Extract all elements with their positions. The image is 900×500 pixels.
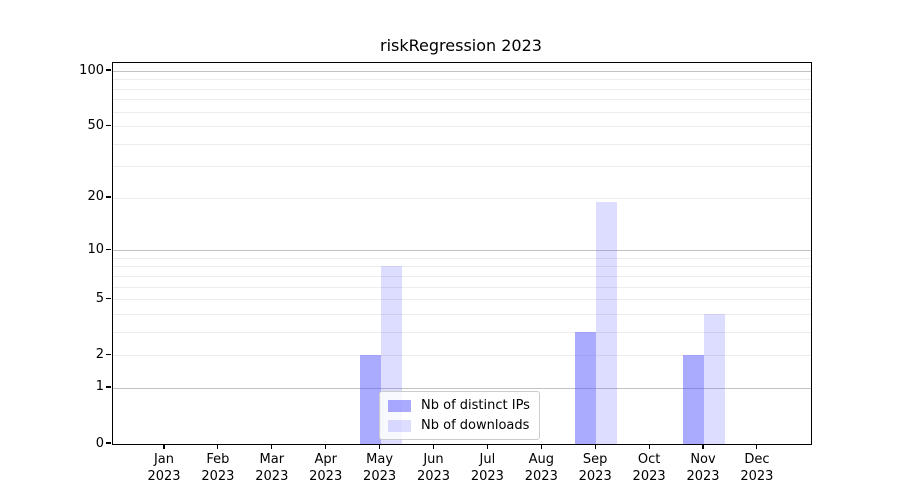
legend-swatch-downloads	[388, 419, 411, 432]
minor-gridline	[113, 126, 811, 128]
y-tick-mark	[106, 353, 111, 355]
x-tick-mark	[325, 444, 327, 449]
x-tick-mark	[163, 444, 165, 449]
y-tick-label: 0	[95, 435, 104, 451]
y-tick-mark	[106, 69, 111, 71]
minor-gridline	[113, 331, 811, 333]
x-tick-mark	[756, 444, 758, 449]
minor-gridline	[113, 88, 811, 90]
minor-gridline	[113, 355, 811, 357]
minor-gridline	[113, 79, 811, 81]
x-tick-mark	[379, 444, 381, 449]
x-tick-mark	[217, 444, 219, 449]
bar-nb-of-distinct-ips-nov-2023	[683, 355, 704, 444]
x-tick-mark	[594, 444, 596, 449]
x-tick-mark	[432, 444, 435, 449]
major-gridline	[113, 250, 811, 252]
y-tick-label: 1	[95, 379, 104, 395]
minor-gridline	[113, 299, 811, 301]
x-tick-label-nov: Nov 2023	[686, 452, 720, 484]
minor-gridline	[113, 197, 811, 199]
legend-label-distinct-ips: Nb of distinct IPs	[421, 398, 530, 413]
x-tick-label-dec: Dec 2023	[740, 452, 774, 484]
minor-gridline	[113, 143, 811, 145]
legend-swatch-distinct-ips	[388, 399, 411, 412]
major-gridline	[113, 387, 811, 389]
y-tick-mark	[106, 442, 111, 444]
chart-title: riskRegression 2023	[380, 36, 542, 55]
x-tick-label-apr: Apr 2023	[309, 452, 343, 484]
y-tick-label: 5	[95, 290, 104, 306]
minor-gridline	[113, 99, 811, 101]
minor-gridline	[113, 313, 811, 315]
plot-area	[112, 62, 812, 445]
y-tick-label: 2	[95, 346, 104, 362]
y-tick-mark	[106, 248, 111, 250]
major-gridline	[113, 71, 811, 72]
x-tick-label-aug: Aug 2023	[524, 452, 558, 484]
minor-gridline	[113, 275, 811, 277]
y-tick-label: 20	[87, 189, 104, 205]
y-tick-label: 50	[87, 117, 104, 133]
legend-label-downloads: Nb of downloads	[421, 418, 530, 433]
x-tick-mark	[648, 444, 650, 449]
legend: Nb of distinct IPs Nb of downloads	[379, 391, 540, 440]
x-tick-label-sep: Sep 2023	[578, 452, 612, 484]
minor-gridline	[113, 257, 811, 259]
x-tick-mark	[271, 444, 273, 449]
x-tick-label-feb: Feb 2023	[201, 452, 235, 484]
bar-nb-of-distinct-ips-may-2023	[359, 355, 381, 444]
y-tick-label: 100	[79, 62, 104, 78]
x-tick-label-mar: Mar 2023	[255, 452, 289, 484]
x-tick-label-may: May 2023	[363, 452, 397, 484]
bar-nb-of-downloads-nov-2023	[704, 313, 725, 444]
x-tick-mark	[540, 444, 542, 449]
legend-item-downloads: Nb of downloads	[388, 418, 530, 433]
y-tick-mark	[106, 297, 111, 299]
legend-item-distinct-ips: Nb of distinct IPs	[388, 398, 530, 413]
minor-gridline	[113, 286, 811, 288]
y-tick-mark	[106, 196, 111, 198]
minor-gridline	[113, 111, 811, 113]
bar-nb-of-downloads-sep-2023	[596, 201, 618, 444]
x-tick-mark	[702, 444, 704, 449]
minor-gridline	[113, 166, 811, 168]
y-tick-label: 10	[87, 241, 104, 257]
y-tick-mark	[106, 124, 111, 126]
minor-gridline	[113, 266, 811, 268]
x-tick-label-jun: Jun 2023	[416, 452, 451, 484]
x-tick-label-jan: Jan 2023	[147, 452, 181, 484]
x-tick-mark	[486, 444, 488, 449]
x-tick-label-oct: Oct 2023	[632, 452, 666, 484]
x-tick-label-jul: Jul 2023	[470, 452, 504, 484]
y-tick-mark	[106, 386, 111, 388]
bar-nb-of-distinct-ips-sep-2023	[575, 331, 597, 444]
